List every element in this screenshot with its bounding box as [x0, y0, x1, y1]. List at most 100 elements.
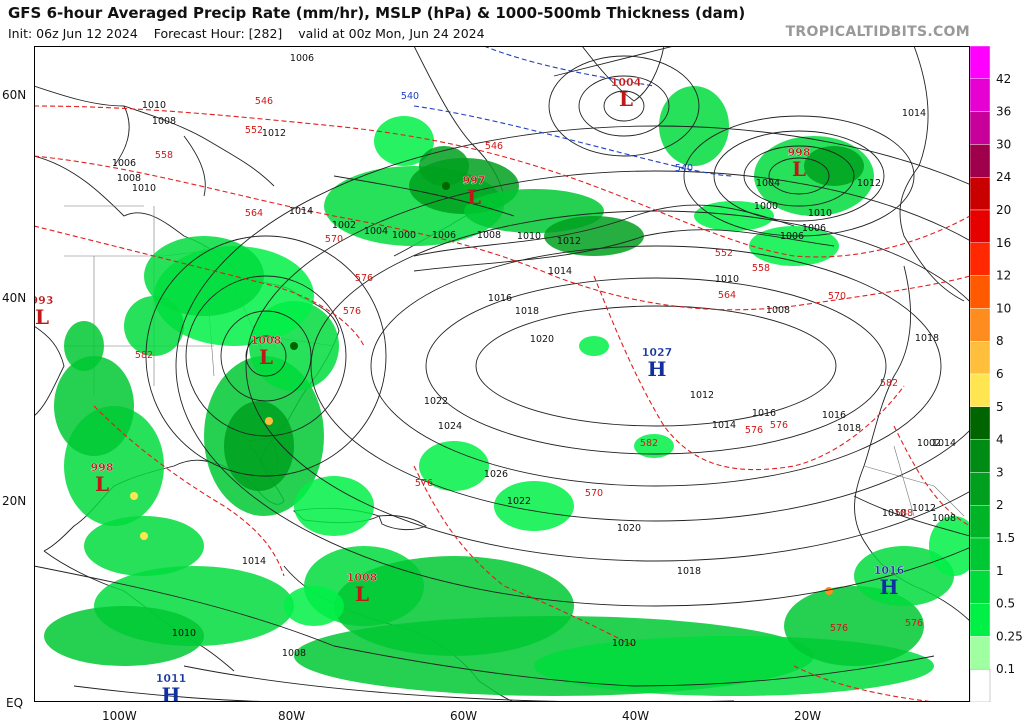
isobar-label: 1010: [132, 183, 156, 194]
system-pressure-value: 1008: [251, 334, 282, 347]
isobar-label: 1010: [612, 638, 636, 649]
isobar-ring: [310, 210, 970, 522]
colorbar-label: 1.5: [996, 531, 1015, 545]
colorbar-label: 2: [996, 498, 1004, 512]
thickness-label: 552: [245, 125, 263, 136]
thickness-label: 564: [718, 290, 736, 301]
colorbar-label: 0.25: [996, 629, 1023, 643]
lat-label-60n: 60N: [2, 88, 27, 102]
colorbar-swatch: [970, 472, 991, 506]
thickness-label: 582: [640, 438, 658, 449]
precip-core: [290, 342, 298, 350]
isobar-label: 1008: [282, 648, 306, 659]
latitude-axis: 60N 40N 20N EQ: [0, 46, 34, 710]
isobar-ring: [370, 245, 942, 487]
precip-area: [84, 516, 204, 576]
lat-label-eq: EQ: [6, 696, 24, 710]
colorbar-swatch: [970, 176, 991, 211]
precip-core: [265, 417, 273, 425]
coastline-segment: [34, 325, 65, 417]
thickness-label: 546: [485, 141, 503, 152]
map-frame: [34, 46, 970, 702]
precip-colorbar: 42 36 30 24 20 16 12 10 8 6 5 4 3 2 1.5 1 0.5 0.25 0.1: [970, 46, 1023, 702]
longitude-axis: 100W 80W 60W 40W 20W: [0, 702, 970, 724]
colorbar-label: 10: [996, 301, 1011, 315]
colorbar-swatch: [970, 373, 991, 407]
colorbar-swatch: [970, 46, 991, 79]
precip-area: [854, 546, 954, 606]
brand-watermark: TROPICALTIDBITS.COM: [785, 24, 970, 40]
precip-area: [804, 146, 864, 186]
system-letter: H: [648, 357, 667, 381]
colorbar-label: 0.1: [996, 662, 1015, 676]
header: GFS 6-hour Averaged Precip Rate (mm/hr),…: [0, 0, 1024, 46]
isobar-ring: [578, 75, 670, 137]
thickness-label: 570: [828, 291, 846, 302]
isobar-ring: [475, 305, 837, 427]
system-pressure-value: 1016: [874, 564, 905, 577]
system-letter: L: [467, 185, 481, 209]
colorbar-label: 16: [996, 236, 1011, 250]
isobar-ring: [425, 277, 887, 455]
colorbar-swatch: [970, 537, 991, 571]
colorbar-swatch: [970, 570, 991, 604]
precip-layer: [44, 86, 970, 696]
isobar-label: 1024: [438, 421, 462, 432]
isobar-label: 1006: [290, 53, 314, 64]
isobar-label: 1016: [822, 410, 846, 421]
isobar-label: 1012: [557, 236, 581, 247]
colorbar-label: 5: [996, 400, 1004, 414]
precip-area: [224, 401, 294, 491]
system-pressure-value: 1027: [642, 346, 673, 359]
isobar-line: [333, 175, 515, 217]
system-pressure-value: 1004: [611, 76, 642, 89]
valid-time: valid at 00z Mon, Jun 24 2024: [298, 26, 485, 41]
isobar-label: 1018: [677, 566, 701, 577]
isobar-label: 1006: [112, 158, 136, 169]
system-letter: H: [880, 575, 899, 599]
thickness-label: 546: [255, 96, 273, 107]
isobar-label: 1004: [756, 178, 780, 189]
isobar-label: 1006: [802, 223, 826, 234]
isobar-label: 1018: [915, 333, 939, 344]
isobar-line: [34, 565, 935, 687]
system-letter: L: [355, 582, 369, 606]
isobar-label: 1010: [715, 274, 739, 285]
precip-area: [374, 116, 434, 166]
precip-area: [694, 201, 774, 231]
isobar-line: [413, 229, 835, 272]
coastline-segment: [378, 515, 427, 531]
colorbar-swatch: [970, 439, 991, 473]
weather-map: 1006101010081012100610081010101410021004…: [34, 46, 970, 702]
isobar-label: 1000: [754, 201, 778, 212]
thickness-line: [34, 155, 970, 311]
forecast-hour: Forecast Hour: [282]: [153, 26, 283, 41]
isobar-layer: [34, 55, 970, 702]
isobar-label: 1020: [530, 334, 554, 345]
colorbar-swatch: [970, 406, 991, 440]
isobar-label: 1022: [424, 396, 448, 407]
precip-area: [284, 586, 344, 626]
thickness-label: 540: [401, 91, 419, 102]
lat-label-40n: 40N: [2, 291, 27, 305]
system-letter: L: [35, 305, 49, 329]
thickness-label: 576: [355, 273, 373, 284]
system-pressure-value: 997: [463, 174, 486, 187]
thickness-line: [93, 405, 285, 577]
isobar-label: 1012: [857, 178, 881, 189]
isobar-label: 1026: [484, 469, 508, 480]
thickness-line: [34, 225, 365, 347]
system-pressure-value: 993: [34, 294, 53, 307]
isobar-label: 1022: [507, 496, 531, 507]
system-pressure-value: 998: [91, 461, 114, 474]
thickness-label: 576: [830, 623, 848, 634]
colorbar-label: 3: [996, 465, 1004, 479]
precip-area: [419, 441, 489, 491]
thickness-label: 576: [415, 478, 433, 489]
thickness-label: 576: [343, 306, 361, 317]
